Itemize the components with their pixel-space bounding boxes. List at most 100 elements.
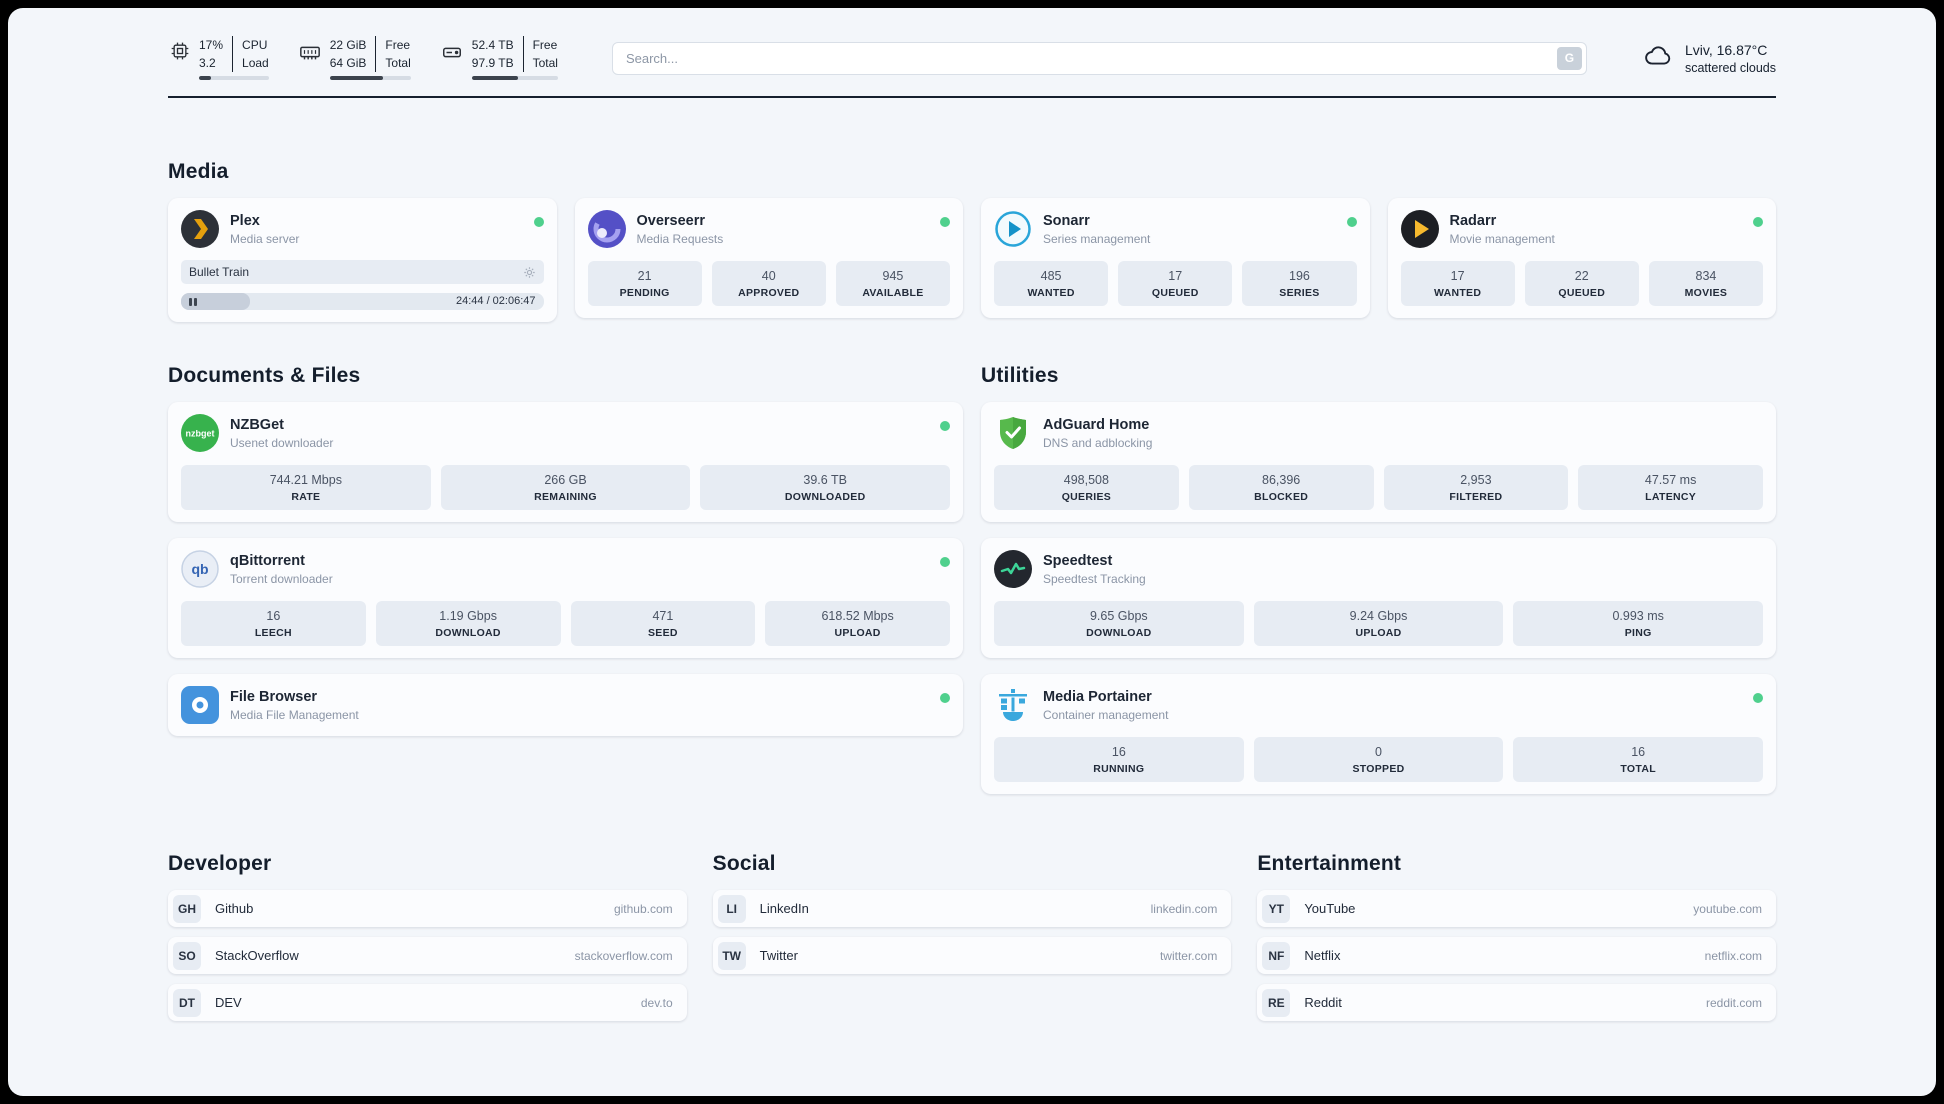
stat-series: 196 SERIES	[1242, 261, 1357, 306]
stat-stopped: 0 STOPPED	[1253, 737, 1504, 782]
section-social: Social LI LinkedIn linkedin.com TW Twitt…	[712, 852, 1232, 984]
stat-queued: 22 QUEUED	[1524, 261, 1639, 306]
section-developer: Developer GH Github github.com SO StackO…	[168, 852, 687, 1031]
cpu-icon	[170, 41, 190, 61]
stat-queued: 17 QUEUED	[1118, 261, 1233, 306]
stat-filtered: 2,953 FILTERED	[1383, 465, 1569, 510]
ram-progress-fill	[329, 76, 384, 80]
ram-free-value: 22 GiB	[329, 38, 367, 52]
bookmark-abbr: SO	[173, 941, 201, 970]
bookmark-linkedin[interactable]: LI LinkedIn linkedin.com	[712, 890, 1232, 927]
bookmark-youtube[interactable]: YT YouTube youtube.com	[1257, 890, 1776, 927]
app-card-overseerr[interactable]: Overseerr Media Requests 21 PENDING 40 A…	[574, 198, 963, 318]
app-name: Media Portainer	[1043, 688, 1152, 705]
app-card-portainer[interactable]: Media Portainer Container management 16 …	[981, 674, 1776, 794]
cpu-load-label: Load	[242, 56, 269, 70]
playback-progress-bar[interactable]: 24:44 / 02:06:47	[181, 293, 544, 310]
top-bar: 17% 3.2 CPU Load	[168, 36, 1776, 80]
bookmark-abbr: TW	[717, 941, 746, 970]
stat-wanted: 485 WANTED	[994, 261, 1109, 306]
app-name: Speedtest	[1043, 552, 1113, 569]
stat-download: 9.65 Gbps DOWNLOAD	[994, 601, 1244, 646]
weather-condition: scattered clouds	[1684, 60, 1776, 75]
status-dot	[940, 217, 950, 227]
section-title-developer: Developer	[168, 852, 272, 875]
bookmark-name: YouTube	[1304, 901, 1356, 916]
app-card-filebrowser[interactable]: File Browser Media File Management	[168, 674, 963, 736]
app-name: Overseerr	[636, 212, 706, 229]
stat-upload: 9.24 Gbps UPLOAD	[1253, 601, 1504, 646]
now-playing-row: Bullet Train	[181, 260, 544, 284]
speedtest-icon	[994, 550, 1032, 588]
status-dot	[1753, 217, 1763, 227]
bookmark-abbr: YT	[1262, 894, 1291, 923]
section-title-utilities: Utilities	[981, 364, 1059, 387]
bookmark-url: twitter.com	[1159, 948, 1218, 963]
stat-downloaded: 39.6 TB DOWNLOADED	[700, 465, 951, 510]
app-name: qBittorrent	[230, 552, 305, 569]
bookmark-url: linkedin.com	[1150, 901, 1218, 916]
search-input[interactable]	[611, 41, 1587, 75]
pause-icon[interactable]	[189, 297, 197, 306]
bookmark-reddit[interactable]: RE Reddit reddit.com	[1257, 984, 1776, 1021]
bookmark-stackoverflow[interactable]: SO StackOverflow stackoverflow.com	[168, 937, 687, 974]
section-title-media: Media	[168, 160, 229, 183]
stat-total: 16 TOTAL	[1513, 737, 1764, 782]
bookmark-url: netflix.com	[1704, 948, 1762, 963]
status-dot	[1346, 217, 1357, 227]
section-media: Media Plex Media server Bullet Train	[168, 160, 1776, 322]
status-dot	[1753, 693, 1763, 703]
stat-wanted: 17 WANTED	[1400, 261, 1515, 306]
stat-rate: 744.21 Mbps RATE	[181, 465, 431, 510]
disk-progress-fill	[471, 76, 519, 80]
adguard-icon	[994, 414, 1032, 452]
qbittorrent-icon: qb	[181, 550, 219, 588]
bookmark-url: stackoverflow.com	[574, 948, 673, 963]
bookmark-abbr: DT	[173, 988, 201, 1017]
app-card-radarr[interactable]: Radarr Movie management 17 WANTED 22 QUE…	[1387, 198, 1776, 318]
app-name: AdGuard Home	[1043, 416, 1150, 433]
cpu-metric: 17% 3.2 CPU Load	[170, 36, 269, 80]
stat-upload: 618.52 Mbps UPLOAD	[765, 601, 950, 646]
bookmark-url: reddit.com	[1705, 995, 1762, 1010]
app-subtitle: Torrent downloader	[230, 571, 333, 586]
stat-queries: 498,508 QUERIES	[994, 465, 1179, 510]
app-card-plex[interactable]: Plex Media server Bullet Train	[168, 198, 557, 322]
search-engine-button[interactable]: G	[1556, 46, 1582, 70]
bookmark-twitter[interactable]: TW Twitter twitter.com	[712, 937, 1232, 974]
playback-progress-fill	[181, 293, 250, 310]
bookmark-name: Github	[215, 901, 254, 916]
bookmark-netflix[interactable]: NF Netflix netflix.com	[1257, 937, 1776, 974]
cpu-usage-value: 17%	[199, 38, 224, 52]
bookmark-name: Netflix	[1304, 948, 1341, 963]
bookmark-name: LinkedIn	[759, 901, 809, 916]
bookmark-dev[interactable]: DT DEV dev.to	[168, 984, 687, 1021]
section-entertainment: Entertainment YT YouTube youtube.com NF …	[1257, 852, 1776, 1031]
disk-progress-track	[471, 76, 558, 80]
stat-available: 945 AVAILABLE	[835, 261, 951, 306]
disk-icon	[441, 41, 463, 63]
stat-pending: 21 PENDING	[587, 261, 702, 306]
bookmark-github[interactable]: GH Github github.com	[168, 890, 687, 927]
bookmark-name: DEV	[215, 995, 242, 1010]
weather-widget[interactable]: Lviv, 16.87°C scattered clouds	[1641, 41, 1776, 76]
app-subtitle: Media File Management	[230, 707, 359, 722]
bookmark-abbr: RE	[1262, 988, 1291, 1017]
overseerr-icon	[587, 210, 626, 248]
app-name: Radarr	[1449, 212, 1497, 229]
status-dot	[940, 421, 950, 431]
stat-seed: 471 SEED	[570, 601, 756, 646]
app-card-sonarr[interactable]: Sonarr Series management 485 WANTED 17 Q…	[981, 198, 1370, 318]
app-subtitle: Media Requests	[636, 231, 724, 246]
stat-blocked: 86,396 BLOCKED	[1188, 465, 1374, 510]
app-card-qbittorrent[interactable]: qb qBittorrent Torrent downloader 16 LEE…	[168, 538, 963, 658]
gear-icon[interactable]	[523, 266, 536, 279]
app-subtitle: DNS and adblocking	[1043, 435, 1153, 450]
app-card-adguard[interactable]: AdGuard Home DNS and adblocking 498,508 …	[981, 402, 1776, 522]
status-dot	[940, 693, 950, 703]
app-card-speedtest[interactable]: Speedtest Speedtest Tracking 9.65 Gbps D…	[981, 538, 1776, 658]
weather-location: Lviv, 16.87°C	[1684, 41, 1768, 58]
app-card-nzbget[interactable]: nzbget NZBGet Usenet downloader 744.21 M…	[168, 402, 963, 522]
app-name: Plex	[230, 212, 260, 229]
app-subtitle: Usenet downloader	[230, 435, 334, 450]
